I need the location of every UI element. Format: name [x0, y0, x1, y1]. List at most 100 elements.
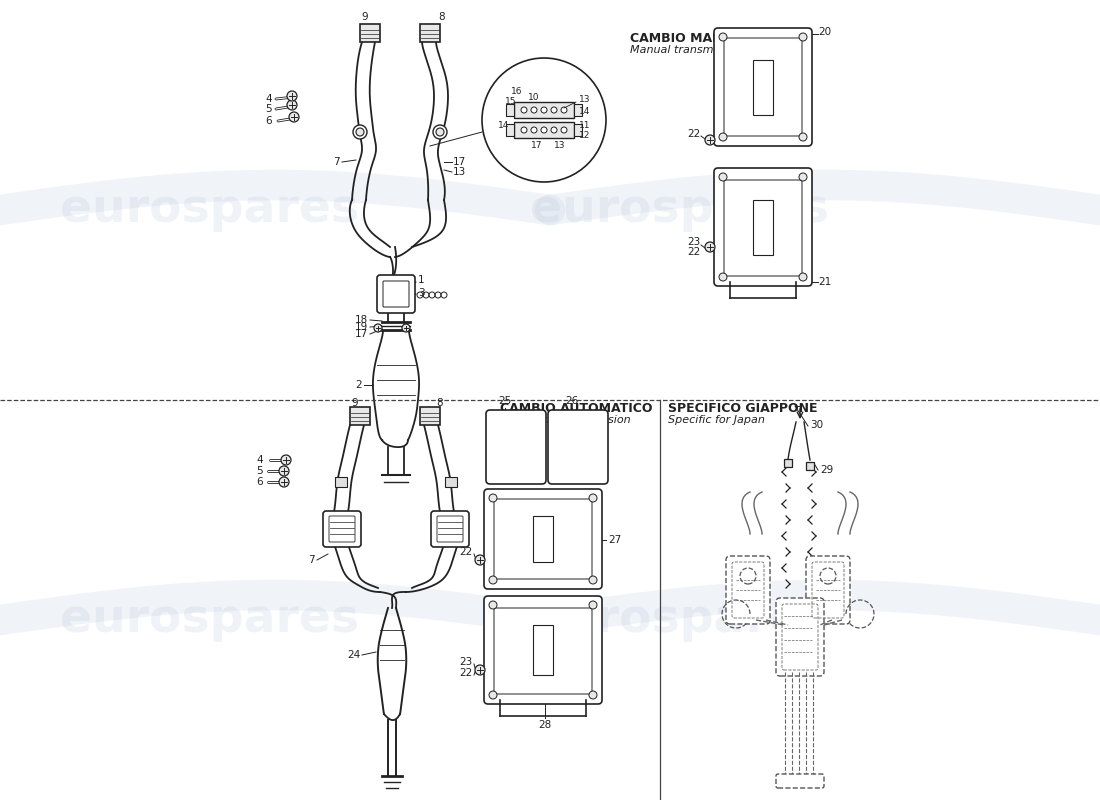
Text: eurospares: eurospares [60, 598, 360, 642]
Text: 27: 27 [608, 535, 622, 545]
Circle shape [588, 494, 597, 502]
Bar [534, 516, 553, 562]
FancyBboxPatch shape [776, 598, 824, 676]
Text: 8: 8 [433, 398, 443, 418]
FancyBboxPatch shape [323, 511, 361, 547]
Circle shape [490, 494, 497, 502]
Text: 15: 15 [505, 98, 516, 106]
Text: CAMBIO AUTOMATICO: CAMBIO AUTOMATICO [500, 402, 652, 414]
Circle shape [490, 601, 497, 609]
Text: 6: 6 [265, 116, 272, 126]
Circle shape [719, 133, 727, 141]
Bar [420, 24, 440, 42]
Circle shape [541, 107, 547, 113]
FancyBboxPatch shape [486, 410, 546, 484]
Bar [506, 104, 514, 116]
Circle shape [374, 324, 382, 332]
Bar [784, 459, 792, 467]
Bar [506, 124, 514, 136]
Text: 22: 22 [686, 129, 700, 139]
Text: 4: 4 [265, 94, 272, 104]
Text: 20: 20 [818, 27, 832, 37]
Text: 25: 25 [498, 396, 512, 406]
Circle shape [402, 324, 410, 332]
Circle shape [799, 33, 807, 41]
Text: 26: 26 [565, 396, 579, 406]
Text: Manual transmission: Manual transmission [630, 45, 745, 55]
Circle shape [433, 125, 447, 139]
Text: 5: 5 [265, 104, 272, 114]
Circle shape [588, 691, 597, 699]
Circle shape [279, 466, 289, 476]
FancyBboxPatch shape [726, 556, 770, 624]
Text: 17: 17 [354, 329, 368, 339]
Circle shape [588, 576, 597, 584]
Bar [360, 24, 379, 42]
FancyBboxPatch shape [776, 774, 824, 788]
Text: 28: 28 [538, 720, 551, 730]
Text: 7: 7 [333, 157, 340, 167]
Text: 8: 8 [433, 12, 446, 35]
Text: 18: 18 [354, 315, 368, 325]
Circle shape [561, 127, 566, 133]
Bar [806, 462, 814, 470]
FancyBboxPatch shape [431, 511, 469, 547]
Circle shape [799, 273, 807, 281]
Bar [514, 122, 574, 138]
Bar [514, 102, 574, 118]
Text: 30: 30 [810, 420, 823, 430]
Circle shape [521, 127, 527, 133]
FancyBboxPatch shape [484, 489, 602, 589]
Text: 14: 14 [579, 107, 591, 117]
Circle shape [287, 91, 297, 101]
Text: 1: 1 [418, 275, 425, 285]
Text: 13: 13 [453, 167, 466, 177]
Text: 16: 16 [510, 87, 522, 97]
Circle shape [353, 125, 367, 139]
Bar [574, 124, 582, 136]
Text: Specific for Japan: Specific for Japan [668, 415, 764, 425]
FancyBboxPatch shape [806, 556, 850, 624]
Bar [754, 200, 773, 255]
Text: 13: 13 [579, 95, 591, 105]
Text: 3: 3 [418, 288, 425, 298]
Circle shape [820, 568, 836, 584]
Text: 9: 9 [362, 12, 370, 35]
Text: eurospares: eurospares [60, 187, 360, 233]
Circle shape [279, 477, 289, 487]
Circle shape [490, 576, 497, 584]
Bar [574, 104, 582, 116]
Circle shape [531, 107, 537, 113]
Bar [754, 60, 773, 115]
Text: SPECIFICO GIAPPONE: SPECIFICO GIAPPONE [668, 402, 817, 414]
Circle shape [490, 691, 497, 699]
Text: 17: 17 [530, 141, 542, 150]
Text: 21: 21 [818, 277, 832, 287]
Circle shape [799, 133, 807, 141]
FancyBboxPatch shape [714, 28, 812, 146]
Circle shape [475, 555, 485, 565]
Circle shape [705, 135, 715, 145]
Circle shape [289, 112, 299, 122]
Text: eurospares: eurospares [530, 187, 829, 233]
Bar [420, 407, 440, 425]
Circle shape [719, 273, 727, 281]
Text: 22: 22 [459, 547, 472, 557]
Circle shape [561, 107, 566, 113]
Circle shape [521, 107, 527, 113]
Bar [350, 407, 370, 425]
Bar [446, 477, 456, 487]
Text: Automatic transmission: Automatic transmission [500, 415, 631, 425]
Circle shape [551, 107, 557, 113]
Text: 24: 24 [346, 650, 360, 660]
Text: 9: 9 [352, 398, 360, 418]
Circle shape [482, 58, 606, 182]
Circle shape [799, 173, 807, 181]
Text: 6: 6 [256, 477, 263, 487]
Circle shape [531, 127, 537, 133]
Circle shape [719, 33, 727, 41]
Circle shape [551, 127, 557, 133]
Text: 10: 10 [528, 94, 540, 102]
Text: 23: 23 [686, 237, 700, 247]
FancyBboxPatch shape [484, 596, 602, 704]
